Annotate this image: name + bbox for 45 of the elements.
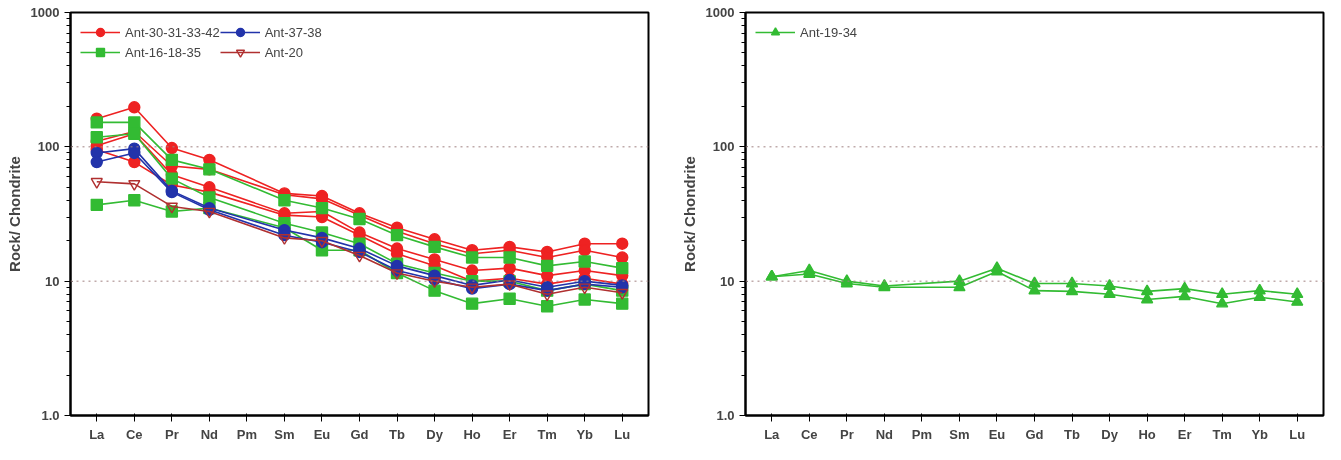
x-tick-label: Er: [502, 426, 517, 442]
x-tick-label: Pr: [164, 426, 179, 442]
y-tick-label: 10: [45, 273, 60, 289]
y-axis-title: Rock/ Chondrite: [5, 156, 23, 272]
x-tick-label: Sm: [274, 426, 295, 442]
x-tick-label: La: [89, 426, 106, 442]
x-tick-label: Ho: [1138, 426, 1156, 442]
x-tick-label: Tb: [1064, 426, 1081, 442]
x-tick-label: Pm: [236, 426, 258, 442]
legend-label: Ant-16-18-35: [125, 44, 201, 60]
x-tick-label: Yb: [1251, 426, 1269, 442]
x-tick-label: Lu: [614, 426, 631, 442]
x-tick-label: Gd: [350, 426, 369, 442]
x-tick-label: Lu: [1289, 426, 1306, 442]
x-tick-label: Pr: [839, 426, 854, 442]
x-tick-label: Ce: [801, 426, 818, 442]
legend-label: Ant-20: [264, 44, 303, 60]
x-tick-label: Eu: [313, 426, 331, 442]
legend-label: Ant-37-38: [264, 24, 322, 40]
y-tick-label: 1000: [30, 5, 60, 20]
y-tick-label: 1.0: [41, 408, 60, 423]
x-tick-label: Tm: [537, 426, 557, 442]
y-axis-title: Rock/ Chondrite: [680, 156, 698, 272]
x-tick-label: Tb: [389, 426, 406, 442]
x-tick-label: Pm: [911, 426, 933, 442]
y-tick-label: 100: [37, 139, 60, 155]
y-tick-label: 1.0: [716, 408, 735, 423]
x-tick-label: Dy: [426, 426, 444, 442]
x-tick-label: Yb: [576, 426, 594, 442]
y-tick-label: 100: [712, 139, 735, 155]
y-tick-label: 1000: [705, 5, 735, 20]
legend-label: Ant-19-34: [800, 24, 858, 40]
x-tick-label: La: [764, 426, 781, 442]
x-tick-label: Nd: [875, 426, 894, 442]
x-tick-label: Dy: [1101, 426, 1119, 442]
x-tick-label: Tm: [1212, 426, 1232, 442]
x-tick-label: Gd: [1025, 426, 1044, 442]
x-tick-label: Eu: [988, 426, 1006, 442]
legend-label: Ant-30-31-33-42: [125, 24, 220, 40]
x-tick-label: Nd: [200, 426, 219, 442]
y-tick-label: 10: [720, 273, 735, 289]
x-tick-label: Er: [1177, 426, 1192, 442]
x-tick-label: Ho: [463, 426, 481, 442]
x-tick-label: Sm: [949, 426, 970, 442]
x-tick-label: Ce: [126, 426, 143, 442]
